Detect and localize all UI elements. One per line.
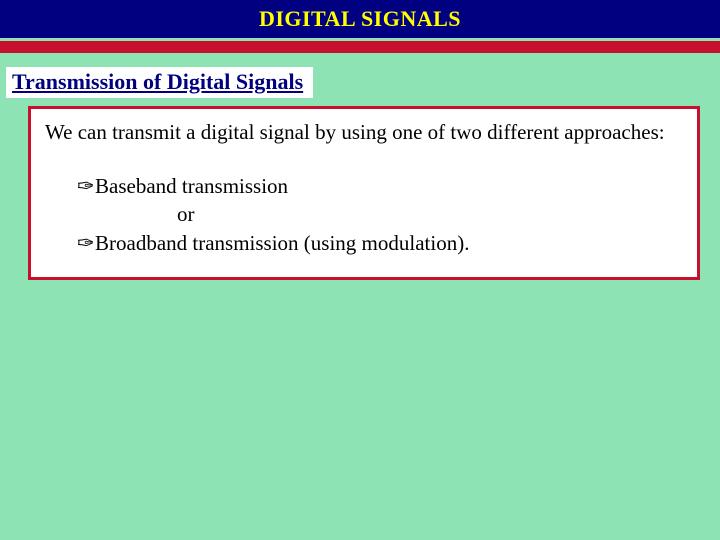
page-title: DIGITAL SIGNALS [259, 6, 461, 32]
bullet-list: ✑ Baseband transmission or ✑ Broadband t… [45, 172, 683, 257]
bullet-text-1: Baseband transmission [95, 172, 288, 200]
list-item: ✑ Baseband transmission [77, 172, 683, 200]
accent-stripe [0, 41, 720, 53]
intro-text: We can transmit a digital signal by usin… [45, 119, 683, 146]
title-bar: DIGITAL SIGNALS [0, 0, 720, 38]
bullet-icon: ✑ [77, 229, 95, 257]
bullet-text-2: Broadband transmission (using modulation… [95, 229, 469, 257]
or-text: or [77, 200, 683, 228]
subtitle-container: Transmission of Digital Signals [0, 67, 720, 98]
subtitle-text: Transmission of Digital Signals [12, 69, 303, 94]
subtitle-box: Transmission of Digital Signals [6, 67, 313, 98]
list-item: ✑ Broadband transmission (using modulati… [77, 229, 683, 257]
bullet-icon: ✑ [77, 172, 95, 200]
content-box: We can transmit a digital signal by usin… [28, 106, 700, 280]
